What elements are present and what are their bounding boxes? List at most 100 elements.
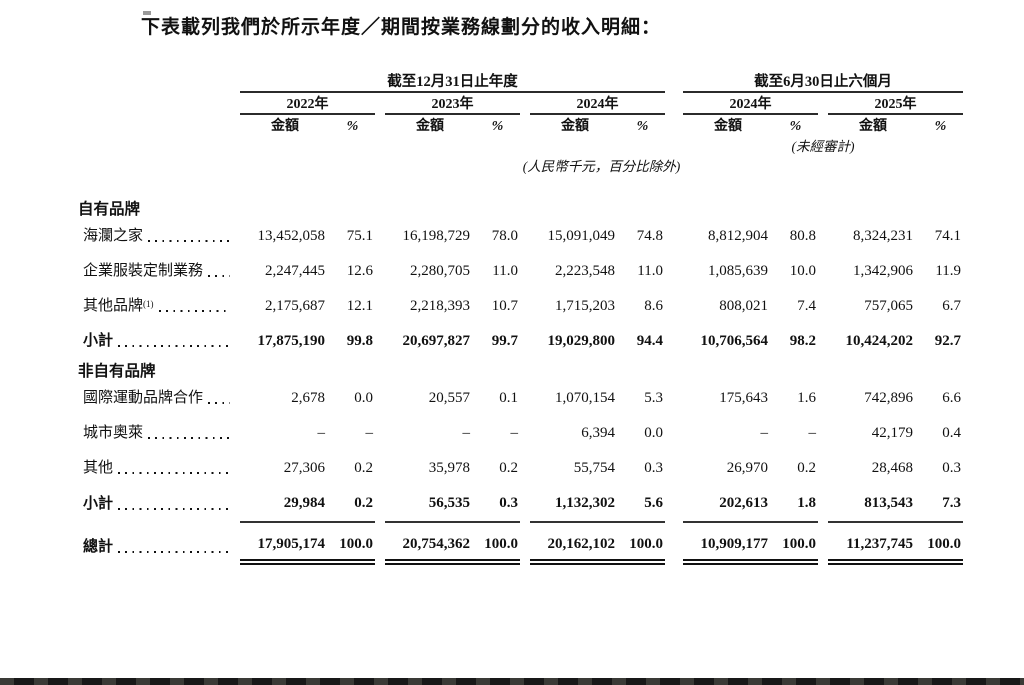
percent-header: %: [346, 119, 359, 134]
row-label-cell: 小計: [78, 486, 240, 522]
percent-cell: 80.8: [789, 228, 816, 244]
amount-cell: 1,070,154: [555, 390, 615, 406]
percent-cell: 100.0: [620, 522, 665, 565]
section-header-row: 自有品牌: [78, 197, 963, 219]
interim-period-header: 截至6月30日止六個月: [683, 70, 964, 93]
row-label: 總計: [83, 539, 114, 555]
period-group-header-row: 截至12月31日止年度 截至6月30日止六個月: [78, 70, 964, 93]
table-row: 其他品牌 (1) 2,175,687 12.1 2,218,393 10.7 1,715,2…: [78, 289, 963, 324]
amount-cell: 1,132,302: [530, 486, 620, 523]
intro-text: 下表載列我們於所示年度／期間按業務線劃分的收入明細：: [141, 17, 662, 38]
dot-leader: [148, 240, 230, 242]
amount-cell: 20,754,362: [385, 522, 475, 565]
row-label: 國際運動品牌合作: [83, 390, 204, 406]
unaudited-note-row: (未經審計): [78, 135, 963, 155]
amount-header: 金額: [416, 119, 444, 134]
percent-cell: 100.0: [918, 522, 964, 565]
amount-cell: 2,280,705: [410, 263, 470, 279]
row-label-cell: 小計: [78, 324, 240, 359]
amount-header: 金額: [714, 119, 742, 134]
table-row: 海瀾之家 13,452,058 75.1 16,198,729 78.0 15,091,0…: [78, 219, 963, 254]
table-row: 其他 27,306 0.2 35,978 0.2 55,754 0.3 26,970 0.2 28…: [78, 451, 963, 486]
amount-cell: 17,875,190: [257, 333, 326, 349]
amount-cell: 813,543: [828, 486, 918, 523]
percent-cell: 11.0: [492, 263, 518, 279]
dot-leader: [118, 345, 230, 347]
percent-cell: 100.0: [773, 522, 818, 565]
row-label-cell: 海瀾之家: [78, 219, 240, 254]
amount-cell: 2,223,548: [555, 263, 615, 279]
amount-header: 金額: [561, 119, 589, 134]
row-label-cell: 國際運動品牌合作: [78, 381, 240, 416]
amount-header: 金額: [859, 119, 887, 134]
amount-cell: 16,198,729: [402, 228, 471, 244]
percent-cell: 94.4: [636, 333, 663, 349]
amount-cell: 56,535: [385, 486, 475, 523]
percent-cell: 1.8: [773, 486, 818, 523]
percent-cell: –: [808, 425, 817, 441]
annual-period-header: 截至12月31日止年度: [240, 70, 665, 93]
amount-cell: 26,970: [726, 460, 768, 476]
percent-cell: 5.3: [644, 390, 663, 406]
amount-cell: 20,557: [428, 390, 470, 406]
amount-cell: 35,978: [428, 460, 470, 476]
spacer-row: [78, 175, 963, 197]
amount-cell: 27,306: [283, 460, 325, 476]
percent-cell: 0.2: [330, 486, 375, 523]
amount-cell: 55,754: [573, 460, 615, 476]
amount-cell: 10,706,564: [700, 333, 769, 349]
percent-cell: 11.0: [637, 263, 663, 279]
amount-cell: –: [462, 425, 471, 441]
dot-leader: [208, 275, 230, 277]
revenue-breakdown-table: 截至12月31日止年度 截至6月30日止六個月 2022年 2023年 2024…: [78, 70, 964, 565]
amount-cell: 15,091,049: [547, 228, 616, 244]
percent-cell: 0.2: [499, 460, 518, 476]
row-label-cell: 城市奧萊: [78, 416, 240, 451]
percent-cell: 10.7: [491, 298, 518, 314]
percent-cell: 7.4: [797, 298, 816, 314]
table-row: 城市奧萊 – – – – 6,394 0.0 – – 42,179 0.4: [78, 416, 963, 451]
percent-cell: 75.1: [346, 228, 373, 244]
percent-cell: 0.0: [354, 390, 373, 406]
year-header-2022: 2022年: [240, 92, 375, 115]
amount-cell: 2,218,393: [410, 298, 470, 314]
percent-cell: –: [510, 425, 519, 441]
dot-leader: [118, 508, 230, 510]
table-row: 企業服裝定制業務 2,247,445 12.6 2,280,705 11.0 2,223,…: [78, 254, 963, 289]
amount-cell: 11,237,745: [828, 522, 918, 565]
percent-cell: 100.0: [475, 522, 520, 565]
total-row: 總計 17,905,174 100.0 20,754,362 100.0 20,162,1…: [78, 522, 964, 565]
amount-cell: –: [760, 425, 769, 441]
percent-cell: 10.0: [789, 263, 816, 279]
table-row: 小計 17,875,190 99.8 20,697,827 99.7 19,029,800…: [78, 324, 963, 359]
year-header-2023: 2023年: [385, 92, 520, 115]
year-header-2025-interim: 2025年: [828, 92, 964, 115]
percent-cell: –: [365, 425, 374, 441]
row-label-cell: 其他: [78, 451, 240, 486]
amount-cell: 2,175,687: [265, 298, 325, 314]
percent-header: %: [934, 119, 947, 134]
unit-note-row: (人民幣千元，百分比除外): [78, 155, 963, 175]
percent-cell: 0.3: [942, 460, 962, 476]
percent-cell: 12.1: [346, 298, 373, 314]
amount-cell: 757,065: [864, 298, 913, 314]
percent-cell: 0.4: [942, 425, 962, 441]
unaudited-note: (未經審計): [791, 139, 855, 154]
gray-dash-marker: [143, 11, 151, 15]
row-label-cell: 企業服裝定制業務: [78, 254, 240, 289]
amount-cell: 29,984: [240, 486, 330, 523]
percent-cell: 0.2: [354, 460, 373, 476]
percent-cell: 78.0: [491, 228, 518, 244]
bottom-edge-bar: [0, 678, 1024, 685]
amount-cell: 19,029,800: [547, 333, 616, 349]
amount-cell: 13,452,058: [257, 228, 326, 244]
amount-header: 金額: [271, 119, 299, 134]
dot-leader: [118, 472, 230, 474]
amount-cell: 202,613: [683, 486, 773, 523]
amount-cell: 42,179: [871, 425, 913, 441]
percent-cell: 99.7: [491, 333, 518, 349]
row-label: 海瀾之家: [83, 228, 144, 244]
amount-cell: 8,324,231: [853, 228, 913, 244]
row-label: 其他: [83, 460, 114, 476]
